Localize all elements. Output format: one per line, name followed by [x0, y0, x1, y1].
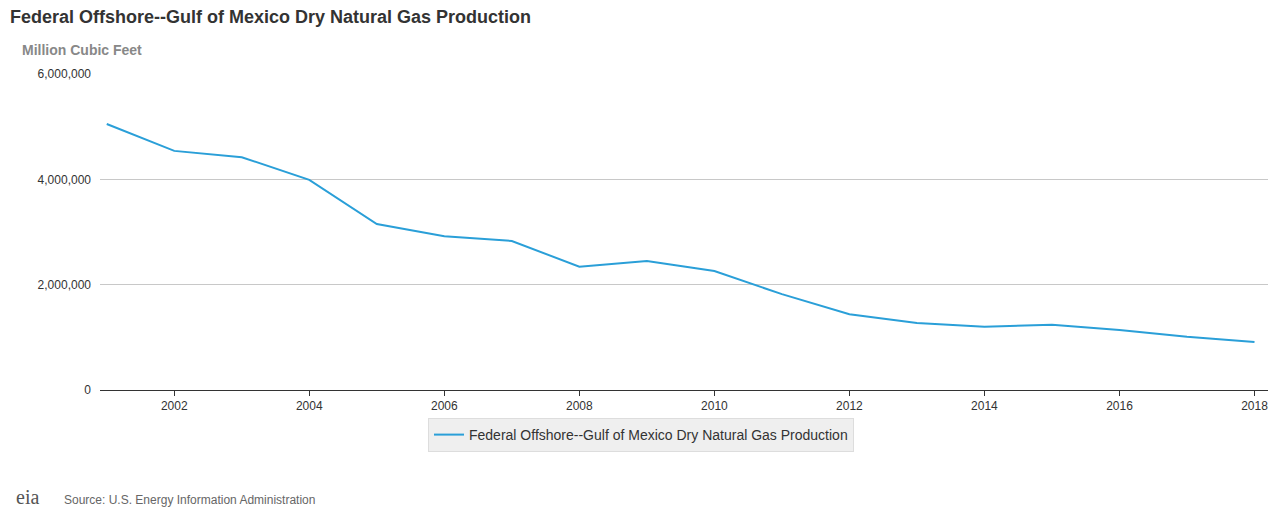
svg-text:2010: 2010 — [701, 399, 728, 413]
svg-text:2,000,000: 2,000,000 — [38, 278, 92, 292]
svg-text:Million Cubic Feet: Million Cubic Feet — [22, 42, 142, 58]
svg-text:0: 0 — [84, 383, 91, 397]
svg-text:2004: 2004 — [296, 399, 323, 413]
svg-text:4,000,000: 4,000,000 — [38, 173, 92, 187]
svg-text:2002: 2002 — [161, 399, 188, 413]
svg-text:2016: 2016 — [1106, 399, 1133, 413]
svg-text:2018: 2018 — [1241, 399, 1268, 413]
svg-text:2012: 2012 — [836, 399, 863, 413]
svg-text:eia: eia — [16, 486, 39, 508]
svg-text:2006: 2006 — [431, 399, 458, 413]
svg-text:Federal Offshore--Gulf of Mexi: Federal Offshore--Gulf of Mexico Dry Nat… — [469, 427, 848, 443]
svg-text:6,000,000: 6,000,000 — [38, 67, 92, 81]
svg-text:2014: 2014 — [971, 399, 998, 413]
svg-text:2008: 2008 — [566, 399, 593, 413]
svg-text:Source: U.S. Energy Informatio: Source: U.S. Energy Information Administ… — [64, 493, 315, 507]
svg-text:Federal Offshore--Gulf of Mexi: Federal Offshore--Gulf of Mexico Dry Nat… — [10, 7, 531, 27]
